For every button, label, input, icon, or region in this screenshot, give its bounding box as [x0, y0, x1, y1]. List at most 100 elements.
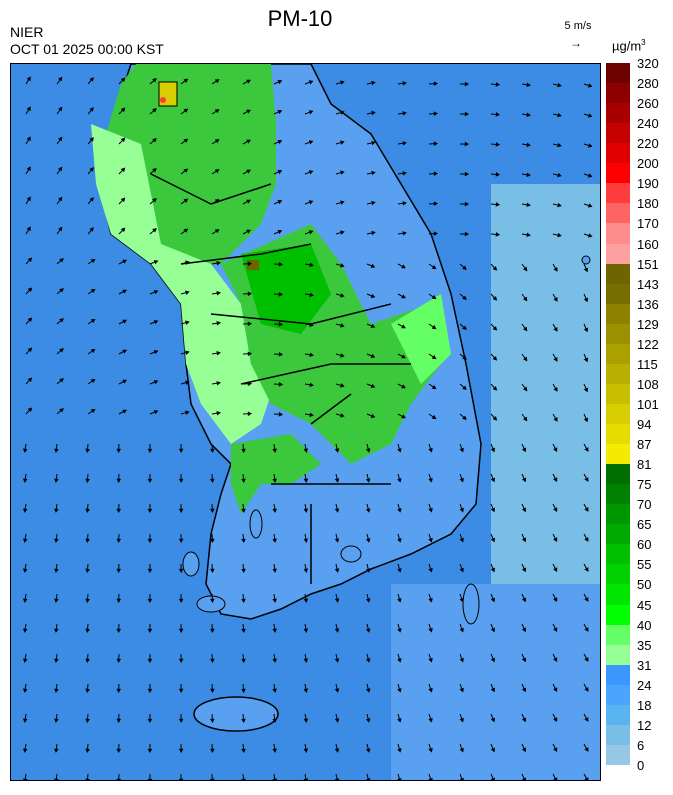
wind-arrow-head: [116, 658, 122, 664]
wind-arrow-head: [120, 137, 126, 143]
wind-arrow-head: [89, 137, 94, 142]
wind-arrow-head: [370, 263, 376, 269]
wind-arrow-head: [464, 231, 470, 237]
wind-arrow-head: [210, 688, 215, 694]
legend-label: 220: [637, 136, 659, 152]
wind-arrow-head: [54, 748, 59, 753]
wind-arrow-head: [85, 568, 90, 574]
legend-label: 260: [637, 96, 659, 112]
wind-arrow-head: [303, 598, 309, 603]
wind-arrow-head: [521, 537, 527, 543]
wind-arrow-head: [22, 658, 28, 663]
wind-arrow-head: [85, 658, 90, 664]
wind-arrow-head: [116, 718, 122, 724]
wind-arrow-head: [553, 387, 558, 392]
legend-label: 200: [637, 156, 659, 172]
wind-arrow-head: [147, 778, 153, 780]
wind-arrow-head: [210, 508, 215, 514]
wind-arrow-head: [553, 597, 558, 603]
wind-arrow-head: [521, 567, 527, 573]
wind-arrow-head: [340, 353, 345, 358]
wind-arrow-head: [54, 658, 59, 663]
wind-arrow-head: [557, 112, 562, 118]
wind-arrow-head: [26, 136, 31, 142]
wind-arrow-head: [521, 477, 527, 483]
wind-arrow-head: [397, 478, 402, 483]
wind-arrow-head: [122, 349, 128, 354]
wind-arrow-head: [464, 171, 470, 177]
wind-arrow-head: [397, 658, 402, 663]
wind-arrow-head: [58, 196, 63, 202]
wind-arrow-head: [183, 108, 189, 113]
wind-arrow-head: [241, 658, 246, 664]
wind-arrow-head: [526, 202, 531, 208]
wind-arrow-head: [526, 112, 531, 118]
wind-arrow-head: [178, 778, 184, 780]
wind-arrow-head: [459, 657, 464, 663]
wind-arrow-head: [120, 77, 126, 83]
wind-arrow-head: [397, 778, 402, 780]
wind-arrow-head: [587, 203, 593, 208]
wind-arrow-head: [246, 79, 251, 84]
wind-arrow-head: [116, 598, 122, 604]
wind-arrow-head: [587, 173, 593, 178]
legend-swatch: [606, 444, 630, 465]
wind-arrow-head: [26, 76, 31, 82]
wind-arrow-head: [303, 568, 309, 573]
wind-arrow-head: [277, 169, 283, 175]
wind-arrow-head: [303, 748, 309, 753]
wind-arrow-head: [584, 687, 589, 692]
wind-arrow-head: [116, 508, 122, 514]
wind-arrow-head: [54, 628, 59, 633]
wind-arrow-head: [216, 320, 221, 326]
wind-arrow-head: [365, 718, 371, 723]
wind-arrow-head: [147, 658, 153, 664]
wind-arrow-head: [185, 260, 190, 265]
legend-label: 94: [637, 417, 652, 433]
wind-arrow-head: [309, 262, 314, 268]
wind-arrow-head: [185, 410, 190, 415]
wind-arrow-head: [492, 356, 498, 361]
wind-arrow-head: [523, 386, 528, 392]
legend-label: 70: [637, 497, 652, 513]
wind-arrow-head: [246, 109, 251, 114]
wind-arrow-head: [22, 538, 28, 543]
wind-arrow-head: [402, 231, 407, 236]
wind-arrow-head: [490, 627, 495, 633]
legend-swatch: [606, 223, 630, 244]
wind-arrow-head: [241, 688, 246, 694]
wind-arrow-head: [462, 325, 467, 331]
wind-arrow-head: [90, 258, 96, 264]
wind-arrow-head: [459, 627, 464, 633]
wind-arrow-head: [401, 324, 406, 329]
wind-arrow-head: [553, 657, 558, 663]
agency-label: NIER: [10, 24, 44, 40]
wind-arrow-head: [178, 448, 184, 454]
wind-arrow-head: [397, 718, 402, 723]
wind-arrow-head: [428, 717, 433, 723]
wind-arrow-head: [90, 288, 96, 294]
wind-arrow-head: [147, 538, 153, 544]
legend-swatch: [606, 644, 630, 666]
wind-arrow-head: [553, 327, 558, 332]
wind-arrow-head: [122, 259, 128, 264]
wind-arrow-head: [85, 508, 90, 514]
legend-swatch: [606, 283, 630, 305]
legend-label: 50: [637, 577, 652, 593]
wind-arrow-head: [89, 107, 94, 112]
legend-swatch: [606, 464, 630, 485]
legend-swatch: [606, 424, 630, 445]
wind-arrow-head: [397, 538, 402, 543]
wind-arrow-head: [365, 628, 371, 633]
wind-arrow: [304, 773, 307, 780]
wind-arrow-head: [340, 140, 345, 145]
wind-arrow-head: [401, 294, 406, 299]
wind-arrow-head: [428, 747, 433, 753]
wind-arrow-head: [402, 171, 407, 176]
wind-arrow-head: [462, 355, 467, 361]
wind-arrow-head: [523, 356, 528, 362]
wind-arrow: [24, 773, 27, 780]
wind-arrow-head: [464, 81, 470, 87]
wind-arrow-head: [178, 628, 184, 634]
wind-arrow-head: [428, 627, 433, 633]
